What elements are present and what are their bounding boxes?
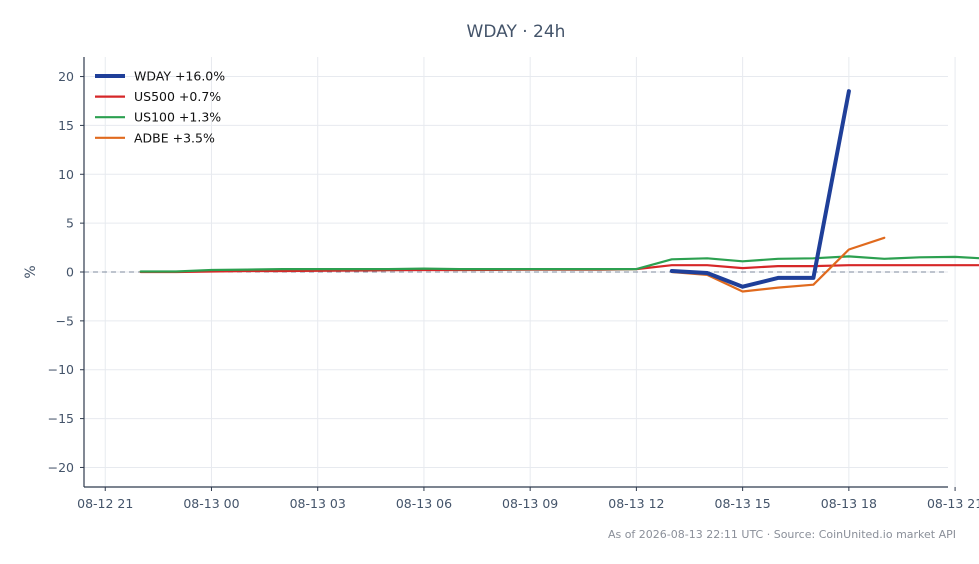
x-tick-label: 08-13 06 <box>396 496 452 511</box>
source-note: As of 2026-08-13 22:11 UTC · Source: Coi… <box>608 528 956 541</box>
x-tick-label: 08-13 18 <box>821 496 877 511</box>
series-line-us100 <box>139 255 979 273</box>
y-tick-label: −20 <box>48 460 74 475</box>
y-tick-label: 20 <box>58 69 74 84</box>
series-line-wday <box>669 89 851 289</box>
y-tick-label: −10 <box>48 362 74 377</box>
x-ticks: 08-12 21 08-13 00 08-13 03 08-13 06 08-13 09… <box>77 487 979 511</box>
series-layer <box>139 89 979 293</box>
x-tick-label: 08-13 00 <box>183 496 239 511</box>
legend: WDAY +16.0% US500 +0.7% US100 +1.3% ADBE +3… <box>95 69 225 145</box>
y-tick-label: 10 <box>58 167 74 182</box>
x-tick-label: 08-12 21 <box>77 496 133 511</box>
y-tick-label: 15 <box>58 118 74 133</box>
legend-label: US100 +1.3% <box>134 110 221 125</box>
y-tick-label: −5 <box>56 313 74 328</box>
y-tick-label: −15 <box>48 411 74 426</box>
legend-label: WDAY +16.0% <box>134 69 225 84</box>
legend-label: US500 +0.7% <box>134 89 221 104</box>
x-tick-label: 08-13 03 <box>290 496 346 511</box>
x-tick-label: 08-13 21 <box>927 496 979 511</box>
legend-label: ADBE +3.5% <box>134 130 215 145</box>
x-tick-label: 08-13 12 <box>608 496 664 511</box>
y-tick-label: 0 <box>66 265 74 280</box>
chart-title: WDAY · 24h <box>467 22 566 42</box>
y-tick-label: 5 <box>66 216 74 231</box>
y-axis-label: % <box>23 265 39 278</box>
x-tick-label: 08-13 15 <box>715 496 771 511</box>
y-ticks: 20 15 10 5 0 −5 −10 −15 −20 <box>48 69 84 475</box>
x-tick-label: 08-13 09 <box>502 496 558 511</box>
